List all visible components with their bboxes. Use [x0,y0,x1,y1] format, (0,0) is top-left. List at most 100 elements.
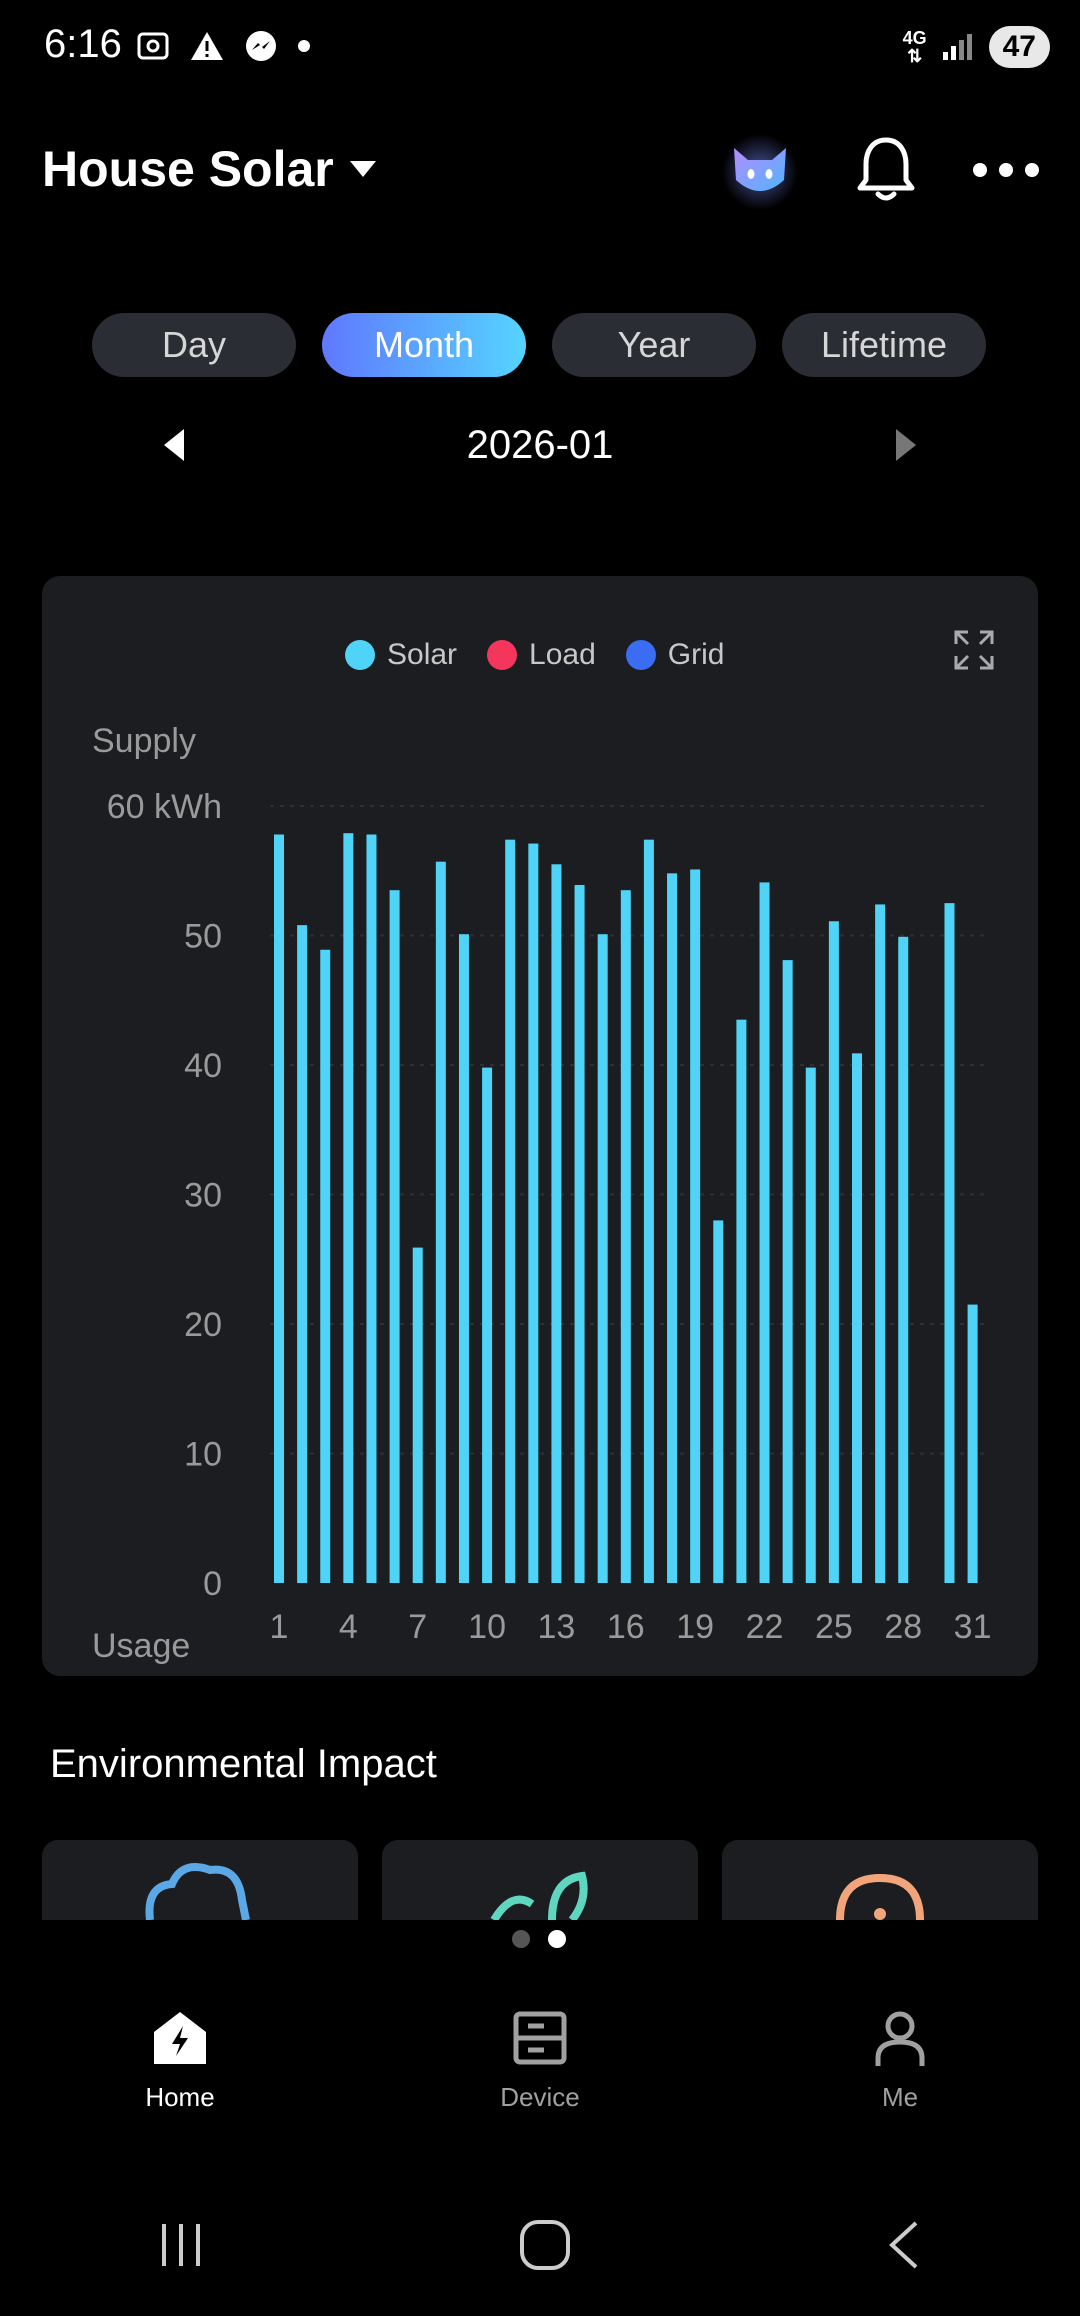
solar-bar [297,925,308,1583]
nav-device[interactable]: Device [360,1990,720,2140]
next-period-button[interactable] [890,425,920,465]
back-icon[interactable] [884,2217,924,2273]
solar-bar [528,843,539,1583]
co2-cloud-icon [145,1863,250,1920]
x-tick-label: 10 [468,1608,506,1646]
status-notification-icons [135,28,311,64]
solar-swatch [345,640,375,670]
solar-bar [551,864,562,1583]
solar-bar [944,903,955,1583]
tab-day[interactable]: Day [92,313,296,377]
previous-period-button[interactable] [160,425,190,465]
chart-legend: Solar Load Grid [345,638,724,672]
nav-me-label: Me [881,2082,919,2112]
carousel-pager [512,1930,566,1948]
solar-bar [482,1067,493,1583]
legend-load-label: Load [529,638,596,671]
expand-chart-icon[interactable] [952,628,996,672]
home-button-icon[interactable] [517,2217,573,2273]
solar-bar [505,839,516,1583]
legend-solar[interactable]: Solar [345,638,457,672]
solar-bar [366,834,377,1583]
solar-bar [828,921,839,1583]
solar-bar [805,1067,816,1583]
legend-grid[interactable]: Grid [625,638,725,672]
nav-home-label: Home [145,2082,215,2112]
recent-apps-icon[interactable] [156,2220,206,2270]
energy-chart-card [42,576,1038,1676]
nav-me[interactable]: Me [720,1990,1080,2140]
person-icon [875,2011,925,2066]
screenshot-icon [137,32,169,60]
grid-swatch [625,640,656,670]
leaf-icon [490,1871,588,1920]
solar-bar [412,1247,423,1583]
solar-bar [643,839,654,1583]
pager-dot-1[interactable] [512,1930,530,1948]
device-icon [513,2011,567,2065]
x-tick-label: 22 [746,1608,784,1646]
legend-load[interactable]: Load [487,638,596,672]
solar-bar [852,1053,862,1583]
y-tick-label: 40 [184,1047,222,1085]
pager-dot-2[interactable] [548,1930,566,1948]
messenger-icon [246,31,276,61]
solar-bar [875,904,886,1583]
legend-solar-label: Solar [387,638,458,671]
y-axis-bottom-label: Usage [92,1627,190,1665]
solar-bar [574,884,585,1583]
bell-icon [857,137,915,201]
x-tick-label: 28 [884,1608,922,1646]
coal-card[interactable] [722,1840,1038,1920]
system-navigation-bar [0,2200,1080,2290]
x-tick-label: 1 [270,1608,289,1646]
solar-bar [667,873,678,1583]
more-horizontal-icon [973,163,1039,177]
home-bolt-icon [154,2012,206,2064]
tab-month[interactable]: Month [322,313,526,377]
y-tick-label: 10 [184,1436,222,1474]
solar-bar [435,861,446,1583]
network-type: 4G ⇅ [902,28,927,66]
tab-lifetime[interactable]: Lifetime [782,313,986,377]
gauge-icon [836,1873,924,1920]
y-tick-label: 20 [184,1306,222,1344]
ai-assistant-button[interactable] [720,130,800,210]
solar-bar [343,833,354,1583]
y-tick-label: 50 [184,918,222,956]
tab-year[interactable]: Year [552,313,756,377]
nav-home[interactable]: Home [0,1990,360,2140]
period-tabs: Day Month Year Lifetime [92,313,986,377]
site-selector[interactable]: House Solar [42,140,378,198]
y-axis-top-label: Supply [92,722,196,760]
tree-card[interactable] [382,1840,698,1920]
bottom-navigation: Home Device Me [0,1990,1080,2140]
signal-icon [942,34,972,60]
solar-bar [736,1019,747,1583]
solar-bar [597,934,608,1583]
y-tick-label: 60 kWh [107,788,222,826]
solar-bar [759,882,770,1583]
dot-icon [298,40,310,52]
solar-bar [620,890,631,1583]
legend-grid-label: Grid [667,638,725,671]
status-time: 6:16 [44,22,122,66]
x-tick-label: 13 [538,1608,576,1646]
x-tick-label: 31 [954,1608,992,1646]
x-tick-label: 4 [339,1608,358,1646]
load-swatch [487,640,518,670]
solar-bar [967,1304,978,1583]
more-options-button[interactable] [966,130,1046,210]
status-system-icons: 4G ⇅ 47 [903,26,1050,68]
date-navigator: 2026-01 [160,410,920,480]
bar-chart: Supply Usage 60 kWh 50 40 30 20 10 0 1 4 7 10 13 16 19 2… [92,722,992,1665]
x-tick-label: 19 [676,1608,714,1646]
solar-bar [274,834,284,1583]
co2-card[interactable] [42,1840,358,1920]
solar-bar [713,1220,724,1583]
notifications-button[interactable] [846,130,926,210]
nav-device-label: Device [500,2082,580,2112]
x-tick-label: 16 [607,1608,645,1646]
x-tick-label: 25 [815,1608,853,1646]
solar-bar [458,934,469,1583]
